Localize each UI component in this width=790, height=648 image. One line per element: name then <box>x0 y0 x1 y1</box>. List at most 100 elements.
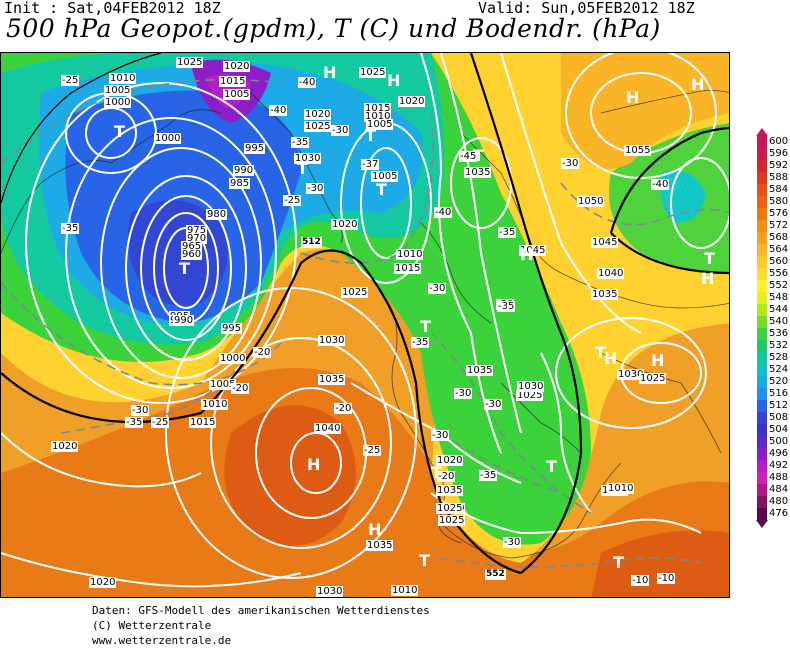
map-title: 500 hPa Geopot.(gpdm), T (C) und Bodendr… <box>6 14 661 43</box>
legend-value: 548 <box>769 292 789 303</box>
temperature-label: -10 <box>657 573 676 584</box>
legend-row: 588 <box>757 172 788 184</box>
legend-row: 580 <box>757 196 788 208</box>
isobar-label: 1035 <box>318 374 346 385</box>
legend-row: 504 <box>757 424 788 436</box>
temperature-label: -35 <box>125 417 144 428</box>
isobar-label: 1020 <box>51 441 79 452</box>
high-pressure-center: H <box>387 71 401 90</box>
legend-row: 552 <box>757 280 788 292</box>
temperature-label: -35 <box>291 137 310 148</box>
isobar-label: 1030 <box>316 586 344 597</box>
high-pressure-center: H <box>323 63 337 82</box>
legend-swatch <box>757 316 767 328</box>
isobar-label: 1025 <box>341 287 369 298</box>
legend-value: 564 <box>769 244 789 255</box>
legend-swatch <box>757 148 767 160</box>
legend-swatch <box>757 436 767 448</box>
legend-down-arrow-icon <box>756 520 768 528</box>
legend-swatch <box>757 256 767 268</box>
legend-row: 544 <box>757 304 788 316</box>
temperature-label: -30 <box>431 430 450 441</box>
legend-value: 576 <box>769 208 789 219</box>
temperature-label: -30 <box>484 399 503 410</box>
temperature-label: -30 <box>131 405 150 416</box>
isobar-label: 1020 <box>223 61 251 72</box>
legend-value: 524 <box>769 364 789 375</box>
isobar-label: 1005 <box>366 119 394 130</box>
temperature-label: -40 <box>298 77 317 88</box>
temperature-label: -45 <box>459 151 478 162</box>
footer-copyright: (C) Wetterzentrale <box>92 619 212 632</box>
legend-value: 536 <box>769 328 789 339</box>
temperature-label: -25 <box>283 195 302 206</box>
temperature-label: -30 <box>454 388 473 399</box>
temperature-label: -20 <box>231 383 250 394</box>
isobar-label: 1025 <box>304 121 332 132</box>
isobar-label: 980 <box>206 209 228 220</box>
legend-value: 600 <box>769 136 789 147</box>
low-pressure-center: T <box>613 553 624 572</box>
legend-row: 520 <box>757 376 788 388</box>
temperature-label: -30 <box>561 158 580 169</box>
isobar-label: 1045 <box>519 245 547 256</box>
legend-value: 560 <box>769 256 789 267</box>
isobar-label: 1035 <box>466 365 494 376</box>
isobar-label: 1030 <box>318 335 346 346</box>
footer-source: Daten: GFS-Modell des amerikanischen Wet… <box>92 604 430 617</box>
legend-swatch <box>757 376 767 388</box>
low-pressure-center: T <box>376 180 387 199</box>
legend-row: 500 <box>757 436 788 448</box>
isobar-label: 1015 <box>219 76 247 87</box>
isobar-label: 985 <box>229 178 251 189</box>
valid-time: Valid: Sun,05FEB2012 18Z <box>478 0 695 17</box>
isobar-label: 1030 <box>294 153 322 164</box>
legend-swatch <box>757 160 767 172</box>
legend-row: 496 <box>757 448 788 460</box>
isobar-label: 1040 <box>597 268 625 279</box>
legend-swatch <box>757 268 767 280</box>
legend-row: 564 <box>757 244 789 256</box>
legend-swatch <box>757 448 767 460</box>
geopotential-contour-label: 552 <box>485 569 506 580</box>
isobar-label: 1025 <box>516 390 544 401</box>
temperature-label: -20 <box>334 403 353 414</box>
temperature-label: -35 <box>497 301 516 312</box>
legend-value: 484 <box>769 484 789 495</box>
legend-scale: 600 596 592 588 584 580 576 572 568 564 560 556 552 5… <box>757 136 789 520</box>
isobar-label: 1020 <box>436 455 464 466</box>
legend-value: 596 <box>769 148 789 159</box>
high-pressure-center: H <box>307 455 321 474</box>
legend-row: 596 <box>757 148 789 160</box>
legend-swatch <box>757 292 767 304</box>
legend-swatch <box>757 172 767 184</box>
legend-row: 548 <box>757 292 789 304</box>
legend-swatch <box>757 280 767 292</box>
isobar-label: 1035 <box>464 167 492 178</box>
isobar-label: 1035 <box>591 289 619 300</box>
low-pressure-center: T <box>420 317 431 336</box>
high-pressure-center: H <box>691 75 705 94</box>
legend-up-arrow-icon <box>756 128 768 136</box>
legend-row: 540 <box>757 316 788 328</box>
legend-swatch <box>757 424 767 436</box>
legend-row: 568 <box>757 232 788 244</box>
isobar-label: 1005 <box>209 379 237 390</box>
isobar-label: 1005 <box>223 89 251 100</box>
low-pressure-center: T <box>297 159 308 178</box>
legend-swatch <box>757 208 767 220</box>
isobar-label: 1025 <box>436 503 464 514</box>
legend-value: 516 <box>769 388 789 399</box>
isobar-label: 1025 <box>359 67 387 78</box>
legend-row: 488 <box>757 472 788 484</box>
temperature-label: -30 <box>428 283 447 294</box>
isobar-label: 1035 <box>436 485 464 496</box>
legend-row: 600 <box>757 136 789 148</box>
isobar-label: 960 <box>181 249 203 260</box>
isobar-label: 1020 <box>398 96 426 107</box>
temperature-label: -20 <box>253 347 272 358</box>
low-pressure-center: T <box>114 122 125 141</box>
temperature-label: -20 <box>437 471 456 482</box>
temperature-label: -25 <box>151 417 170 428</box>
low-pressure-center: T <box>419 551 430 570</box>
